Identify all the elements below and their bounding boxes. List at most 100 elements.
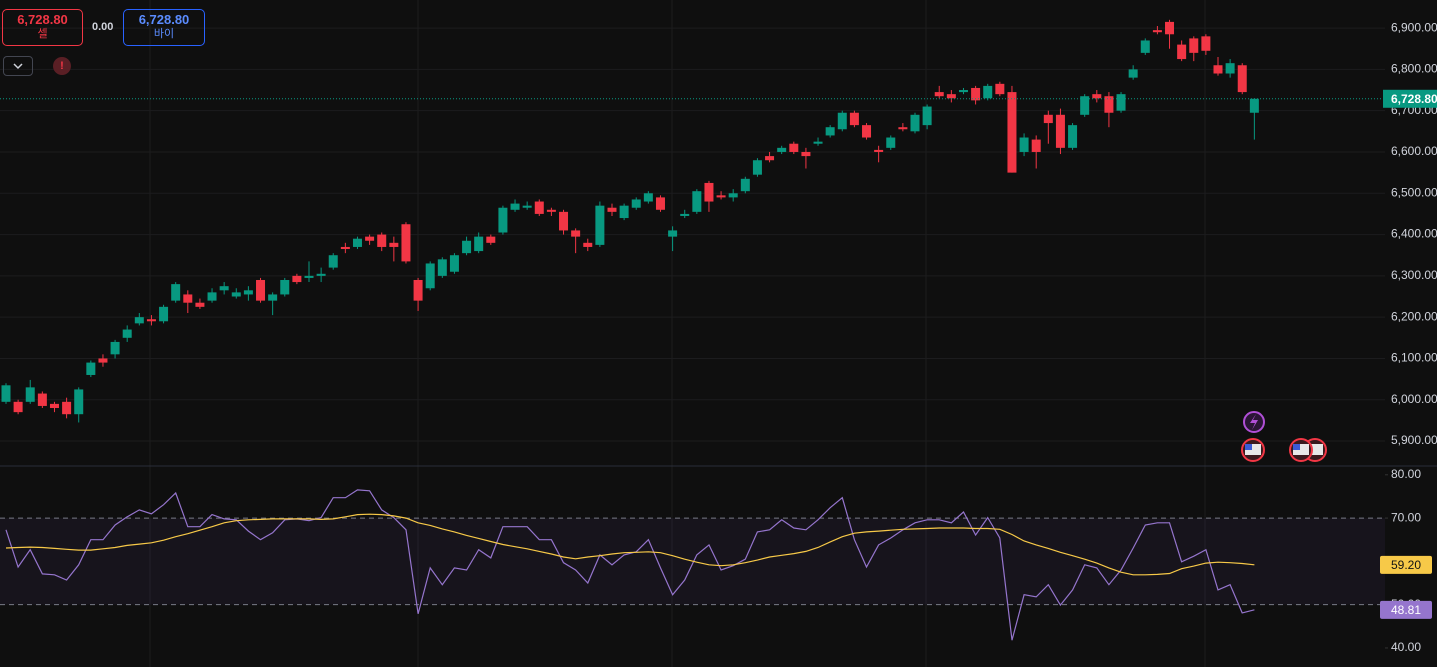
candle-body (837, 112, 847, 130)
candle-body (425, 263, 435, 289)
candle-body (25, 387, 35, 402)
candle-body (1092, 94, 1102, 99)
candle-body (934, 92, 944, 97)
candle-body (886, 137, 896, 148)
candle-body (680, 213, 690, 216)
buy-button[interactable]: 6,728.80 바이 (123, 9, 205, 46)
candle-body (98, 358, 108, 363)
lightning (1250, 414, 1258, 430)
candle-body (898, 127, 908, 130)
y-tick-label: 6,900.00 (1391, 20, 1437, 34)
candle-body (1165, 21, 1175, 35)
candle-body (716, 195, 726, 198)
candle-body (195, 302, 205, 307)
candle-body (619, 205, 629, 219)
candle-body (110, 341, 120, 355)
candle-body (655, 197, 665, 210)
plot-layer (0, 19, 1385, 641)
candle-body (1055, 114, 1065, 148)
candle-body (752, 160, 762, 175)
candle-body (13, 401, 23, 413)
y-tick-label: 6,000.00 (1391, 392, 1437, 406)
indicator-line (5, 513, 1255, 576)
buy-price: 6,728.80 (138, 12, 190, 27)
y-tick-label: 6,200.00 (1391, 309, 1437, 323)
candle-body (243, 290, 253, 295)
candle-body (692, 191, 702, 212)
candle-body (1080, 96, 1090, 115)
candle-body (534, 201, 544, 214)
candle-body (183, 294, 193, 303)
y-tick-label: 6,500.00 (1391, 185, 1437, 199)
candle-body (607, 207, 617, 212)
candle-body (983, 85, 993, 99)
value-badge (1380, 555, 1432, 574)
candle-body (413, 279, 423, 301)
candle-body (37, 393, 47, 406)
event-markers (1241, 411, 1327, 462)
last-price-label: 6,728.80 (1391, 92, 1437, 106)
candle-body (1152, 30, 1162, 33)
candle-body (340, 246, 350, 250)
candle-body (777, 147, 787, 152)
candle-body (389, 242, 399, 247)
candle-body (1201, 36, 1211, 51)
candle-body (668, 230, 678, 237)
candle-body (849, 112, 859, 126)
candle-body (910, 114, 920, 132)
candle-body (328, 255, 338, 268)
buy-label: 바이 (153, 28, 175, 40)
flag-icon[interactable] (1289, 438, 1313, 462)
candle-body (401, 224, 411, 262)
y-tick-label: 40.00 (1391, 640, 1421, 654)
candle-body (304, 275, 314, 278)
spread: 0.00 (92, 21, 114, 33)
candle-body (462, 240, 472, 254)
candle-body (571, 230, 581, 237)
candle-body (134, 317, 144, 324)
candle-body (316, 273, 326, 276)
candle-body (874, 149, 884, 152)
candle-body (352, 238, 362, 247)
candle-body (1213, 65, 1223, 74)
candle-body (365, 236, 375, 241)
last-price-box (1383, 89, 1437, 108)
axis-layer: 5,900.00 6,000.00 6,100.00 6,200.00 6,300.00… (1380, 20, 1437, 654)
y-tick-label: 5,900.00 (1391, 433, 1437, 447)
y-tick-label: 6,800.00 (1391, 62, 1437, 76)
warning-icon[interactable]: ! (53, 57, 71, 75)
candle-body (946, 94, 956, 99)
candle-body (498, 207, 508, 233)
sell-button[interactable]: 6,728.80 셀 (2, 9, 83, 46)
candle-body (1007, 92, 1017, 173)
candle-body (268, 294, 278, 301)
candle-body (486, 236, 496, 243)
candle-body (159, 306, 169, 322)
candle-body (958, 90, 968, 93)
candle-body (207, 292, 217, 301)
candle-body (595, 205, 605, 245)
y-tick-label: 70.00 (1391, 510, 1421, 524)
candle-body (86, 362, 96, 375)
candle-body (256, 279, 266, 301)
candle-body (1031, 139, 1041, 152)
candle-body (1019, 137, 1029, 152)
candle-body (922, 106, 932, 126)
candle-body (1043, 114, 1053, 124)
flag-icon[interactable] (1241, 438, 1265, 462)
dropdown[interactable] (3, 56, 33, 76)
candle-body (1068, 125, 1078, 148)
candle-body (474, 236, 484, 252)
y-tick-label: 80.00 (1391, 467, 1421, 481)
candle-body (49, 403, 59, 409)
candle-body (219, 286, 229, 291)
candle-body (995, 83, 1005, 95)
candle-body (789, 143, 799, 152)
flag (1245, 444, 1261, 455)
candle-body (765, 156, 775, 161)
candle-body (1, 385, 11, 402)
candle-body (1128, 69, 1138, 78)
value-badge (1380, 600, 1432, 619)
sell-price: 6,728.80 (17, 12, 68, 27)
